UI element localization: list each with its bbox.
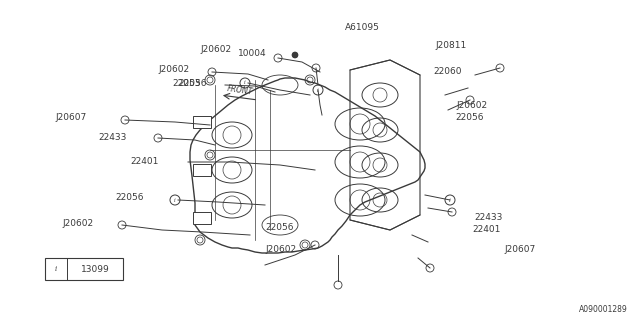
- Text: i: i: [174, 197, 176, 203]
- FancyBboxPatch shape: [45, 258, 123, 280]
- Text: 22053: 22053: [172, 79, 200, 89]
- Text: J20602: J20602: [265, 245, 296, 254]
- Text: J20602: J20602: [200, 45, 231, 54]
- Text: 22056: 22056: [265, 223, 294, 233]
- Text: A090001289: A090001289: [579, 306, 628, 315]
- Circle shape: [292, 52, 298, 58]
- Text: 22060: 22060: [433, 68, 461, 76]
- FancyBboxPatch shape: [193, 116, 211, 128]
- Text: J20602: J20602: [62, 220, 93, 228]
- Text: i: i: [449, 197, 451, 203]
- Text: 22401: 22401: [472, 226, 500, 235]
- Text: i: i: [244, 81, 246, 85]
- Text: 22056: 22056: [178, 78, 207, 87]
- Text: i: i: [55, 265, 57, 273]
- Text: i: i: [317, 87, 319, 92]
- FancyBboxPatch shape: [193, 212, 211, 224]
- Circle shape: [292, 52, 298, 58]
- Text: J20602: J20602: [158, 66, 189, 75]
- Text: 13099: 13099: [81, 265, 109, 274]
- Text: A61095: A61095: [345, 23, 380, 33]
- Text: 22433: 22433: [98, 132, 126, 141]
- Text: FRONT: FRONT: [227, 84, 253, 96]
- Text: J20607: J20607: [55, 114, 86, 123]
- Text: 22433: 22433: [474, 213, 502, 222]
- Text: J20602: J20602: [456, 100, 487, 109]
- FancyBboxPatch shape: [193, 164, 211, 176]
- Text: 22056: 22056: [115, 194, 143, 203]
- Text: 10004: 10004: [238, 50, 267, 59]
- Text: 22056: 22056: [455, 114, 483, 123]
- Text: 22401: 22401: [130, 156, 158, 165]
- Text: J20811: J20811: [435, 41, 467, 50]
- Text: J20607: J20607: [504, 245, 535, 254]
